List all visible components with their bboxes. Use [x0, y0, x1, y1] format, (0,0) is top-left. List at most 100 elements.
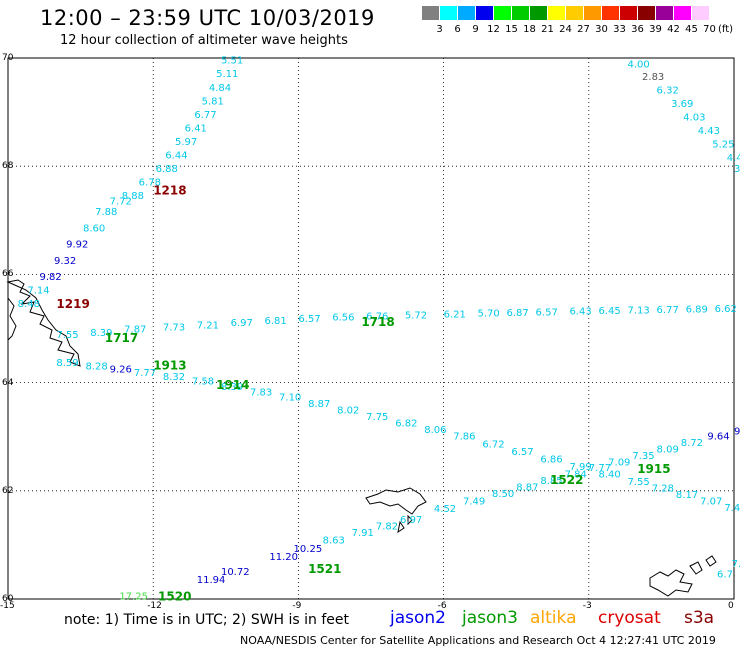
swh-value-label: 10.25	[294, 544, 323, 555]
mission-altika: altika	[530, 608, 577, 628]
swh-value-label: 4.43	[698, 126, 720, 137]
legend-swatch	[566, 6, 583, 20]
lon-tick-label: -3	[582, 601, 592, 611]
swh-value-label: 6.57	[536, 307, 558, 318]
swh-value-label: 7.58	[192, 377, 214, 388]
swh-value-label: 5.97	[175, 137, 197, 148]
footer-credit: NOAA/NESDIS Center for Satellite Applica…	[240, 634, 716, 647]
swh-value-label: 7.35	[632, 451, 654, 462]
page-title: 12:00 – 23:59 UTC 10/03/2019	[40, 6, 375, 30]
legend-swatch	[530, 6, 547, 20]
lat-tick-label: 64	[2, 377, 14, 388]
swh-value-label: 7.14	[27, 286, 49, 297]
legend-swatch	[692, 6, 709, 20]
swh-value-label: 2.83	[642, 72, 664, 83]
mission-s3a: s3a	[684, 608, 715, 628]
legend-label: 15	[505, 24, 518, 35]
swh-value-label: 6.56	[332, 313, 354, 324]
footer-note: note: 1) Time is in UTC; 2) SWH is in fe…	[64, 612, 350, 628]
swh-value-label: 8.32	[163, 372, 185, 383]
swh-value-label: 6.89	[686, 305, 708, 316]
swh-value-label: 8.87	[308, 399, 330, 410]
legend-swatch	[512, 6, 529, 20]
legend-swatch	[602, 6, 619, 20]
swh-value-label: 17.25	[119, 591, 148, 602]
swh-value-label: 9.32	[54, 256, 76, 267]
legend-swatch	[548, 6, 565, 20]
swh-value-label: 7.73	[163, 322, 185, 333]
lon-tick-label: -6	[437, 601, 447, 611]
mission-cryosat: cryosat	[598, 608, 661, 628]
swh-value-label: 7.91	[352, 528, 374, 539]
legend-label: 3	[436, 24, 443, 35]
swh-value-label: 7.55	[628, 477, 650, 488]
legend-label: 70	[703, 24, 716, 35]
legend-unit: (ft)	[718, 24, 734, 35]
swh-value-label: 6.44	[165, 150, 187, 161]
pass-time-label: 1218	[153, 184, 186, 198]
shetland-islands	[649, 555, 717, 597]
lat-tick-label: 62	[2, 485, 14, 496]
swh-value-label: 4.52	[434, 504, 456, 515]
swh-value-label: 7.55	[56, 330, 78, 341]
swh-value-label: 3.6	[734, 164, 740, 175]
faroe-islands	[365, 487, 427, 534]
swh-value-label: 6.82	[395, 419, 417, 430]
swh-value-label: 9.92	[66, 240, 88, 251]
lon-tick-label: 0	[728, 601, 734, 611]
swh-value-label: 5.81	[202, 96, 224, 107]
swh-value-label: 7.77	[589, 463, 611, 474]
map-frame	[7, 57, 735, 600]
legend-label: 36	[631, 24, 644, 35]
swh-value-label: 7.49	[463, 497, 485, 508]
lat-tick-label: 70	[2, 53, 14, 63]
legend-label: 18	[523, 24, 536, 35]
legend-label: 27	[577, 24, 590, 35]
swh-value-label: 6.78	[139, 177, 161, 188]
legend-label: 45	[685, 24, 698, 35]
coastlines	[6, 279, 717, 597]
swh-value-label: 7.21	[197, 320, 219, 331]
swh-value-label: 6.88	[156, 164, 178, 175]
swh-value-label: 3.69	[671, 99, 693, 110]
swh-value-label: 6.86	[540, 454, 562, 465]
swh-value-label: 8.06	[424, 425, 446, 436]
mission-jason3: jason3	[462, 608, 518, 628]
swh-value-label: 7.18	[732, 559, 740, 570]
swh-value-label: 7.99	[569, 462, 591, 473]
swh-value-label: 7.10	[279, 393, 301, 404]
swh-value-label: 5.72	[405, 311, 427, 322]
lat-lon-grid	[8, 58, 734, 599]
swh-value-label: 8.87	[516, 483, 538, 494]
pass-time-label: 1522	[550, 473, 583, 487]
swh-value-label: 6.57	[298, 314, 320, 325]
swh-value-label: 7.07	[700, 497, 722, 508]
iceland-coast	[6, 279, 81, 367]
swh-value-label: 8.85	[540, 476, 562, 487]
swh-value-label: 7.87	[124, 325, 146, 336]
swh-value-label: 8.39	[90, 328, 112, 339]
pass-time-labels: 1218121917171718171919131914191515221521…	[56, 184, 670, 604]
pass-time-label: 1717	[105, 331, 138, 345]
swh-value-label: 7.72	[110, 196, 132, 207]
lat-tick-label: 66	[2, 269, 14, 280]
legend-label: 12	[487, 24, 500, 35]
legend-label: 30	[595, 24, 608, 35]
legend-swatch	[422, 6, 439, 20]
swh-value-label: 9.03	[734, 426, 740, 437]
swh-points: 5.515.114.845.816.776.415.976.446.886.78…	[18, 56, 740, 603]
swh-value-label: 6.21	[444, 309, 466, 320]
pass-time-label: 1521	[308, 562, 341, 576]
swh-value-label: 7.75	[366, 412, 388, 423]
pass-time-label: 1914	[216, 378, 249, 392]
pass-time-label: 1219	[56, 297, 89, 311]
swh-value-label: 6.77	[194, 110, 216, 121]
legend-label: 39	[649, 24, 662, 35]
swh-value-label: 6.7	[717, 570, 733, 581]
swh-value-label: 11.20	[269, 552, 298, 563]
swh-value-label: 7.13	[628, 306, 650, 317]
lon-tick-label: -12	[147, 601, 162, 611]
swh-value-label: 7.88	[95, 207, 117, 218]
mission-jason2: jason2	[390, 608, 446, 628]
swh-value-label: 9.26	[110, 365, 132, 376]
